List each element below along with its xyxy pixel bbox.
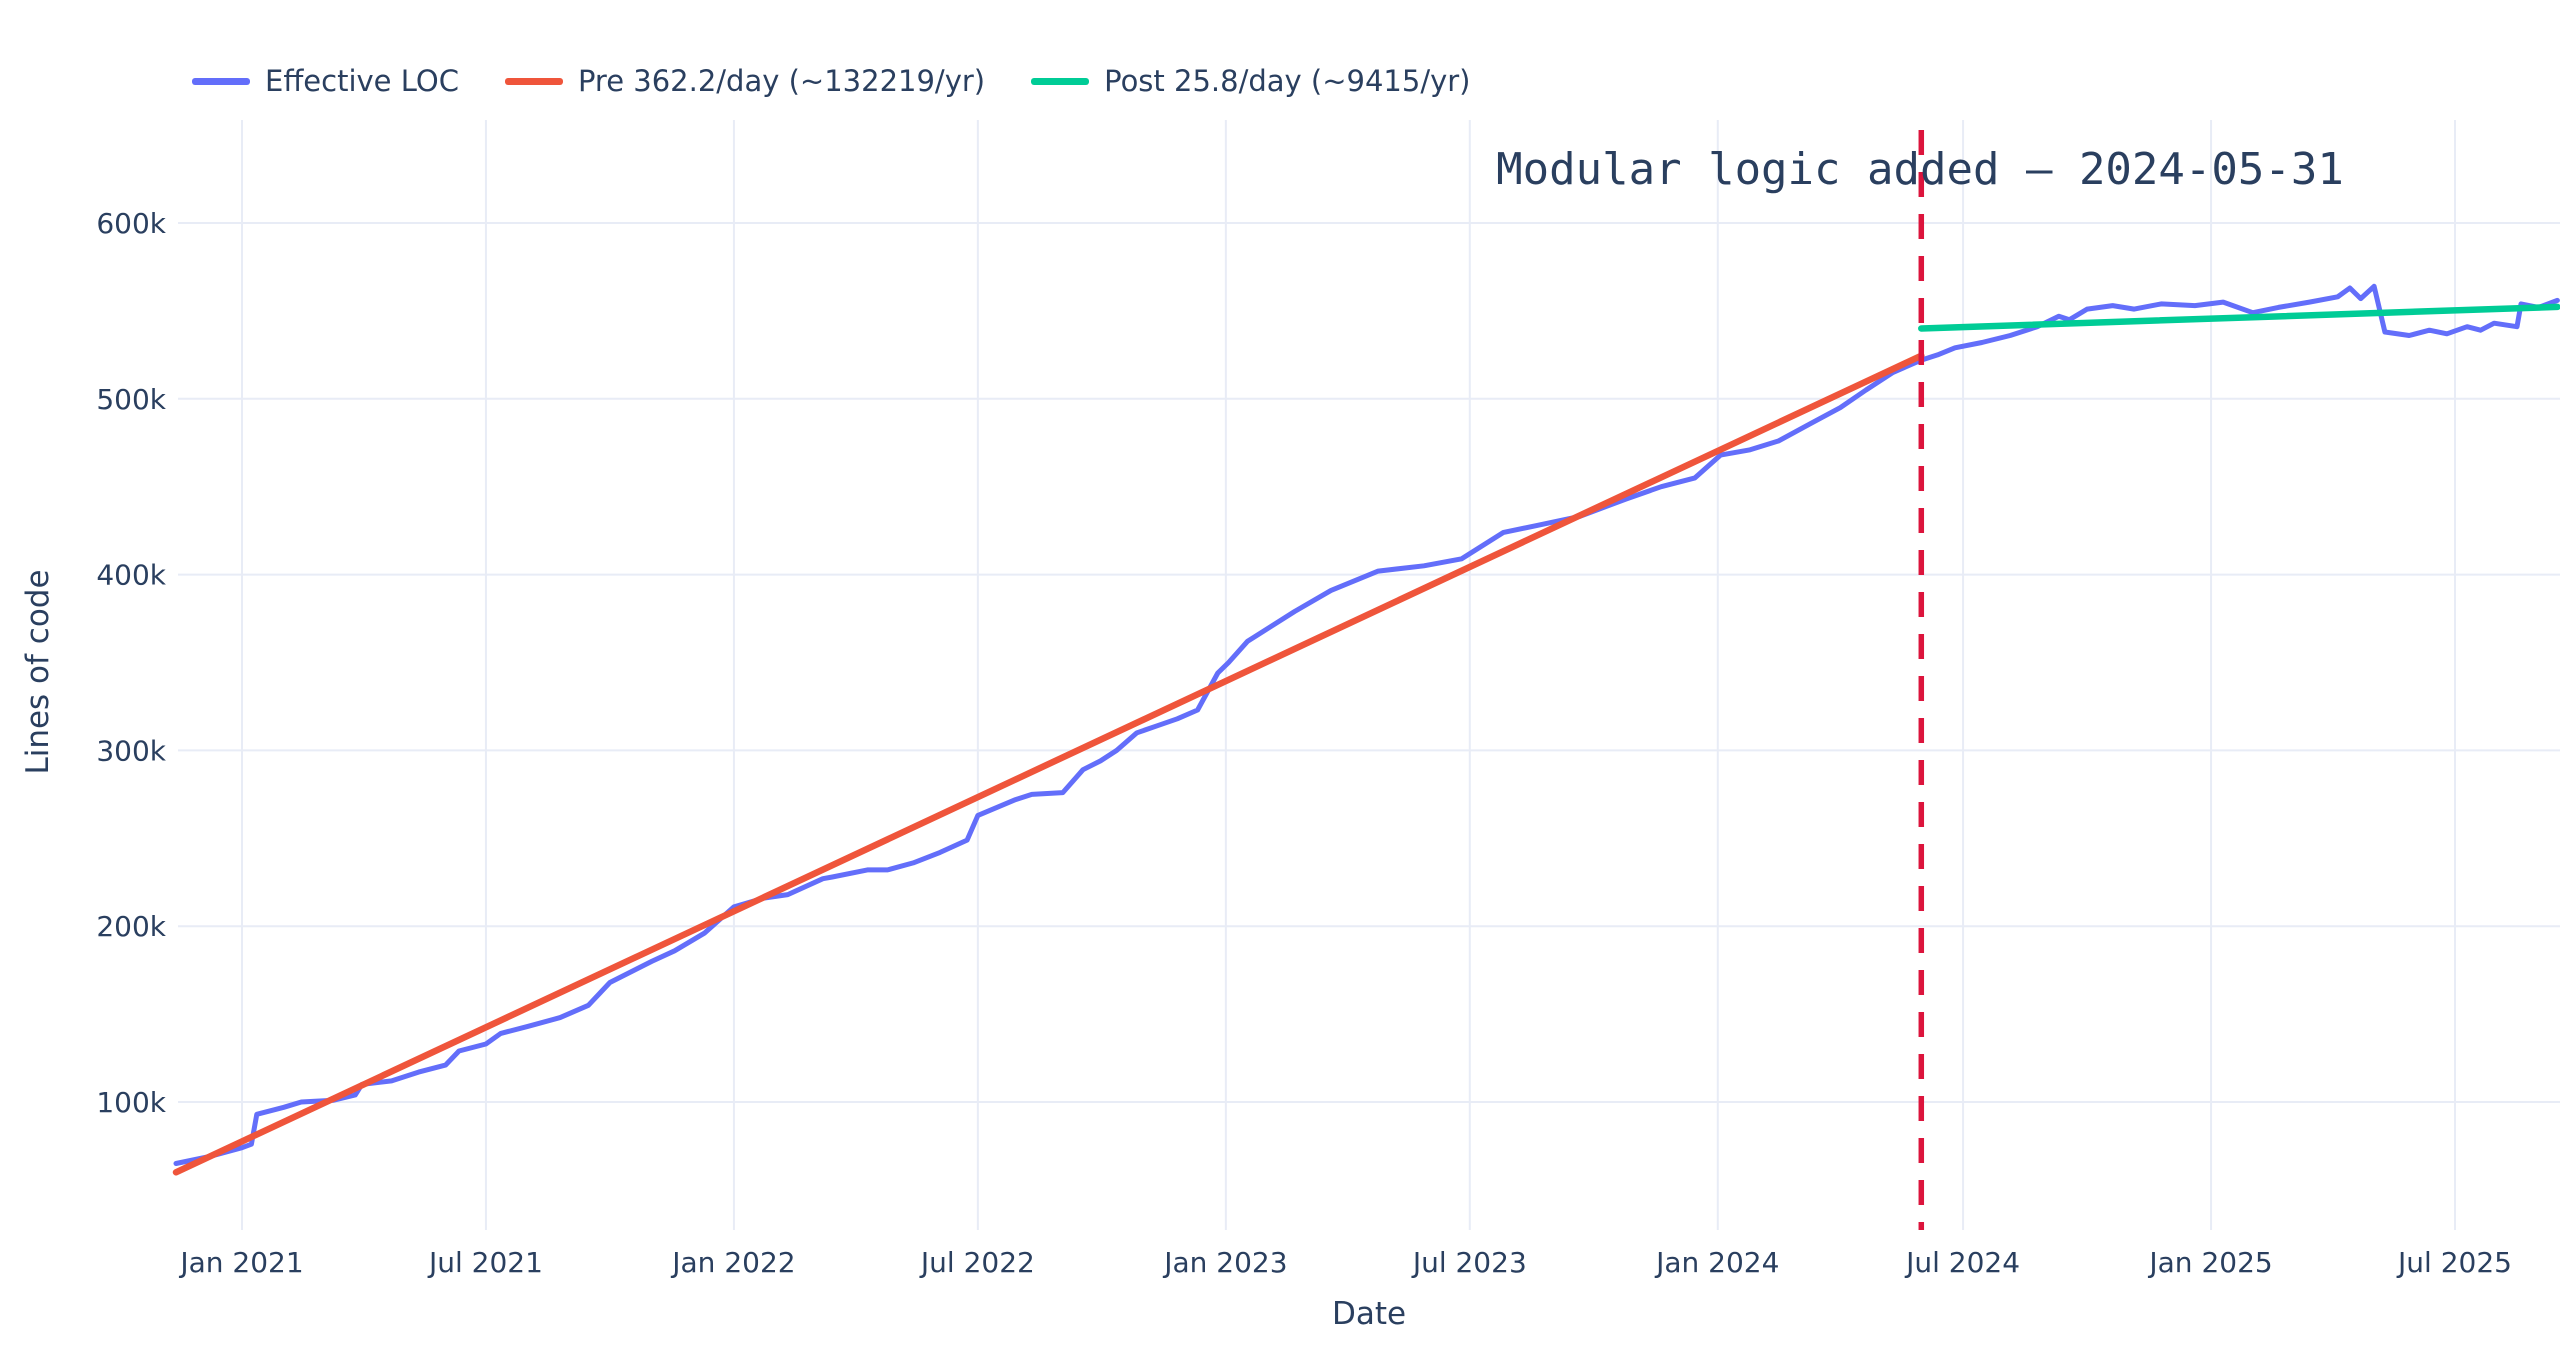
legend-item-pre-fit[interactable]: Pre 362.2/day (~132219/yr) <box>504 64 986 98</box>
legend-label-effective-loc: Effective LOC <box>265 64 459 98</box>
legend: Effective LOC Pre 362.2/day (~132219/yr)… <box>192 64 1471 98</box>
y-tick-label: 400k <box>96 559 166 592</box>
legend-item-post-fit[interactable]: Post 25.8/day (~9415/yr) <box>1031 64 1471 98</box>
legend-item-effective-loc[interactable]: Effective LOC <box>192 64 459 98</box>
x-tick-label: Jul 2024 <box>1904 1246 2020 1279</box>
legend-label-pre-fit: Pre 362.2/day (~132219/yr) <box>577 64 986 98</box>
legend-label-post-fit: Post 25.8/day (~9415/yr) <box>1104 64 1471 98</box>
x-tick-label: Jul 2021 <box>427 1246 543 1279</box>
x-tick-label: Jan 2023 <box>1162 1246 1287 1279</box>
y-tick-label: 200k <box>96 910 166 943</box>
x-tick-label: Jan 2022 <box>670 1246 795 1279</box>
series-effective-loc[interactable] <box>173 283 2560 1166</box>
effective-loc-line-swatch-icon <box>192 77 250 85</box>
y-axis-title: Lines of code <box>20 569 56 775</box>
x-tick-label: Jul 2023 <box>1411 1246 1527 1279</box>
pre-fit-line-swatch-icon <box>504 77 563 85</box>
series-pre-fit[interactable] <box>172 352 1925 1176</box>
y-tick-label: 300k <box>96 734 166 767</box>
y-tick-label: 500k <box>96 383 166 416</box>
post-fit-line-swatch-icon <box>1031 77 1090 85</box>
x-axis-title: Date <box>1331 1296 1407 1332</box>
y-tick-label: 600k <box>96 207 166 240</box>
x-tick-label: Jul 2022 <box>919 1246 1035 1279</box>
x-tick-label: Jul 2025 <box>2396 1246 2512 1279</box>
annotation-break-date: Modular logic added — 2024-05-31 <box>1496 144 2344 195</box>
x-tick-label: Jan 2024 <box>1654 1246 1779 1279</box>
x-tick-label: Jan 2021 <box>178 1246 303 1279</box>
y-tick-label: 100k <box>96 1086 166 1119</box>
series-post-fit[interactable] <box>1918 303 2560 332</box>
x-tick-label: Jan 2025 <box>2147 1246 2272 1279</box>
